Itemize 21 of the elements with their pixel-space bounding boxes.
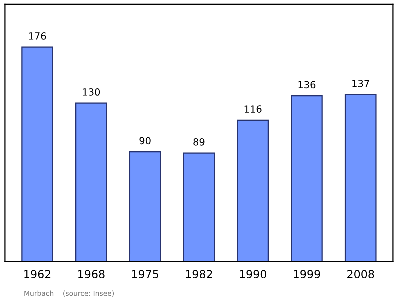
bar [183, 152, 216, 262]
bar [291, 95, 323, 262]
bar [129, 151, 162, 262]
data-label: 116 [244, 106, 262, 113]
x-tick-label: 1982 [186, 270, 212, 279]
data-label: 130 [83, 88, 100, 96]
bar [76, 102, 108, 262]
x-tick-label: 1975 [132, 270, 158, 279]
data-label: 137 [352, 80, 370, 88]
x-tick-label: 2008 [348, 270, 374, 279]
bar [237, 120, 269, 262]
x-tick-label: 1962 [24, 270, 51, 279]
x-tick-label: 1990 [240, 270, 266, 279]
data-label: 136 [298, 81, 316, 89]
data-label: 176 [29, 32, 46, 40]
data-label: 90 [140, 137, 151, 145]
bar [22, 46, 54, 262]
x-tick-label: 1999 [294, 270, 320, 279]
data-label: 89 [194, 138, 205, 146]
bar [344, 94, 377, 262]
x-tick-label: 1968 [78, 270, 105, 279]
